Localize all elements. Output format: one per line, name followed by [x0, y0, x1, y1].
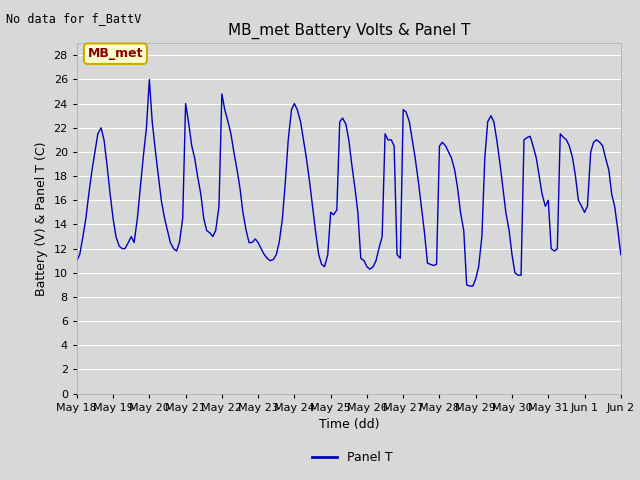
Text: No data for f_BattV: No data for f_BattV — [6, 12, 142, 25]
Legend: Panel T: Panel T — [307, 446, 397, 469]
Title: MB_met Battery Volts & Panel T: MB_met Battery Volts & Panel T — [228, 23, 470, 39]
Y-axis label: Battery (V) & Panel T (C): Battery (V) & Panel T (C) — [35, 141, 48, 296]
X-axis label: Time (dd): Time (dd) — [319, 418, 379, 431]
Text: MB_met: MB_met — [88, 47, 143, 60]
